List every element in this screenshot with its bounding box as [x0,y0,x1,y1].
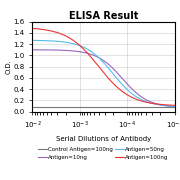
Antigen=50ng [78,44,80,46]
Control Antigen=100ng [121,106,123,108]
Control Antigen=100ng [78,106,80,108]
Antigen=100ng [121,90,123,92]
Antigen=50ng [121,83,123,85]
Antigen=10ng [78,51,80,53]
Antigen=100ng [31,27,33,30]
Antigen=100ng [48,30,51,32]
Title: ELISA Result: ELISA Result [69,11,138,21]
Antigen=50ng [174,105,176,107]
Antigen=10ng [31,49,33,51]
Legend: Control Antigen=100ng, Antigen=10ng, Antigen=50ng, Antigen=100ng: Control Antigen=100ng, Antigen=10ng, Ant… [38,147,169,161]
Line: Antigen=50ng: Antigen=50ng [32,40,175,106]
Line: Antigen=100ng: Antigen=100ng [32,28,175,105]
Antigen=50ng [31,39,33,41]
Antigen=50ng [134,95,136,97]
Antigen=50ng [88,49,90,51]
Antigen=100ng [174,104,176,106]
Control Antigen=100ng [48,106,51,108]
Antigen=10ng [48,49,51,51]
Antigen=10ng [135,91,137,94]
Line: Antigen=10ng: Antigen=10ng [32,50,175,107]
Control Antigen=100ng [88,106,90,108]
Control Antigen=100ng [134,106,136,108]
Control Antigen=100ng [174,106,176,108]
Antigen=50ng [48,40,51,42]
Antigen=100ng [88,53,90,56]
Antigen=50ng [135,95,137,98]
Antigen=10ng [134,91,136,93]
Antigen=100ng [134,98,136,100]
Antigen=10ng [121,77,123,79]
Y-axis label: O.D.: O.D. [6,59,12,74]
X-axis label: Serial Dilutions of Antibody: Serial Dilutions of Antibody [56,136,151,142]
Control Antigen=100ng [135,106,137,108]
Antigen=100ng [78,44,80,46]
Antigen=10ng [88,53,90,55]
Antigen=10ng [174,106,176,108]
Antigen=100ng [135,98,137,100]
Control Antigen=100ng [31,106,33,108]
